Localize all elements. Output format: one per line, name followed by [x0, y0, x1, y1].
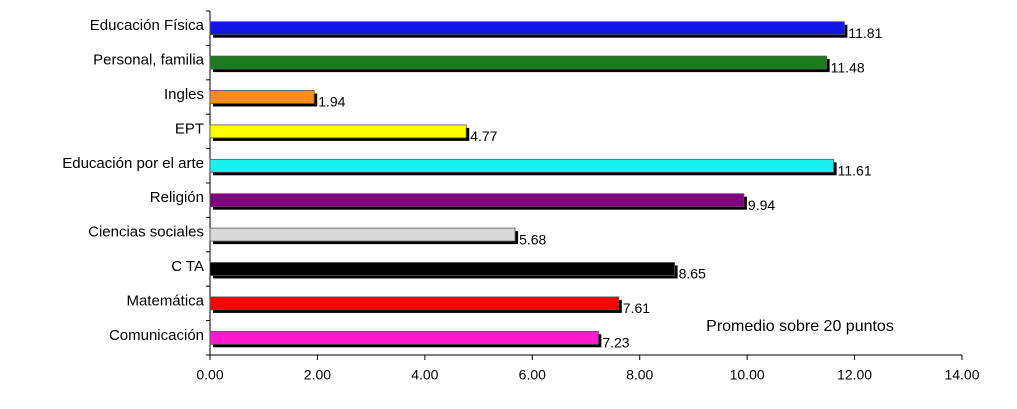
bar — [209, 193, 745, 208]
value-label: 4.77 — [470, 128, 497, 144]
y-tick-label: Religión — [150, 189, 204, 206]
y-tick-label: C TA — [171, 258, 204, 275]
value-label: 9.94 — [748, 197, 775, 213]
y-tick-label: Educación por el arte — [62, 155, 204, 172]
value-label: 11.61 — [838, 163, 872, 179]
x-tick-label: 10.00 — [730, 367, 765, 383]
annotation: Promedio sobre 20 puntos — [706, 318, 894, 335]
bar — [209, 158, 835, 173]
value-label: 11.81 — [848, 25, 882, 41]
bar — [209, 296, 620, 311]
y-tick-label: Ciencias sociales — [88, 224, 204, 241]
y-tick-label: EPT — [175, 120, 204, 137]
value-label: 1.94 — [318, 94, 345, 110]
x-tick-label: 8.00 — [626, 367, 653, 383]
y-tick-label: Comunicación — [109, 327, 204, 344]
bar — [209, 262, 676, 276]
value-label: 7.61 — [623, 300, 650, 316]
y-tick-label: Personal, familia — [93, 52, 205, 69]
bar — [209, 21, 845, 36]
x-tick-label: 4.00 — [411, 367, 438, 383]
bar — [209, 330, 599, 345]
x-tick-label: 12.00 — [837, 367, 872, 383]
bar — [209, 90, 315, 104]
bar — [209, 124, 467, 139]
value-label: 11.48 — [831, 59, 865, 75]
y-tick-label: Educación Física — [90, 17, 205, 34]
y-tick-label: Matemática — [126, 292, 204, 309]
value-label: 5.68 — [519, 231, 546, 247]
bar — [209, 55, 828, 70]
bar — [209, 227, 516, 242]
x-tick-label: 2.00 — [304, 367, 331, 383]
x-tick-label: 6.00 — [519, 367, 546, 383]
x-tick-label: 0.00 — [196, 367, 223, 383]
value-label: 8.65 — [679, 266, 706, 282]
y-tick-label: Ingles — [164, 86, 204, 103]
value-label: 7.23 — [602, 335, 629, 351]
x-tick-label: 14.00 — [944, 367, 979, 383]
